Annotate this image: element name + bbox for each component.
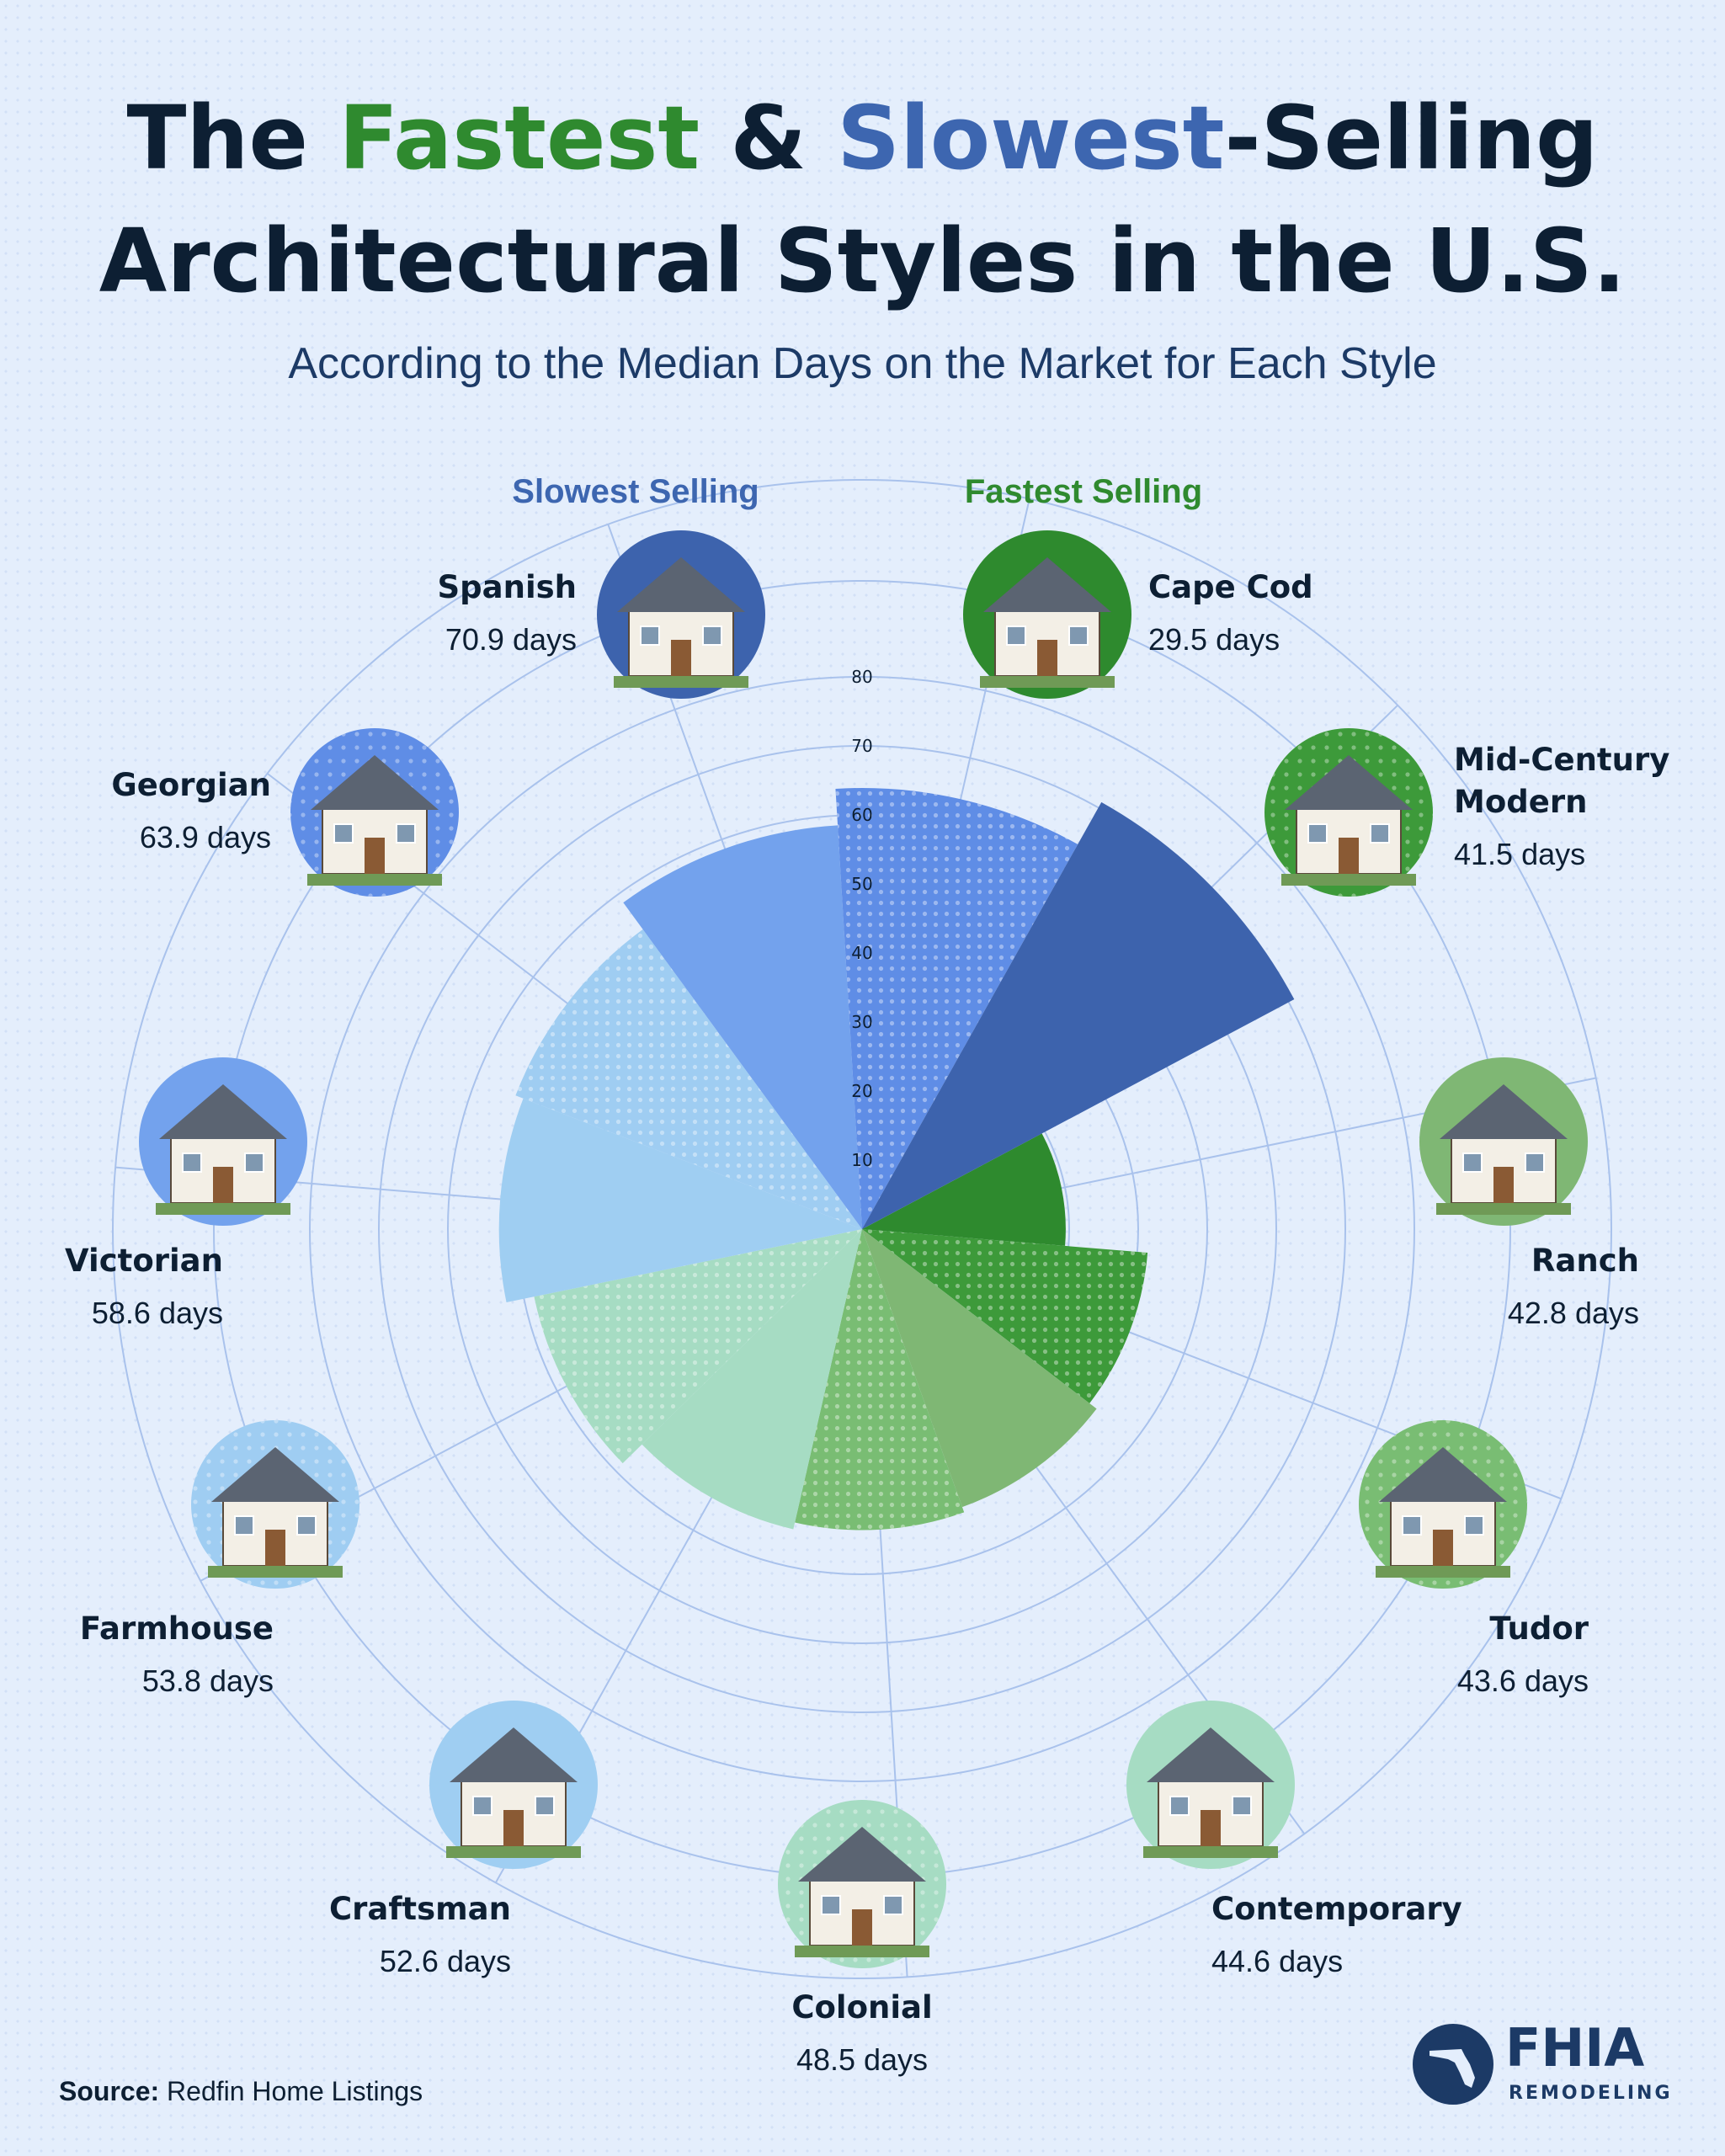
bar-cape-cod [862,1133,1066,1246]
source-label: Source: [59,2076,160,2106]
bar-pattern-farmhouse [515,929,862,1229]
spanish-house-icon [597,530,765,699]
craftsman-house-icon [429,1701,598,1869]
grid-ring-70 [378,745,1346,1713]
bar-craftsman [498,1098,862,1302]
georgian-house-icon [290,728,459,897]
bar-pattern-colonial [534,1229,862,1464]
bar-spanish [862,801,1295,1229]
georgian-name: Georgian [111,767,271,803]
tudor-house-icon [1359,1420,1527,1589]
victorian-name: Victorian [65,1243,223,1279]
craftsman-name: Craftsman [329,1891,511,1927]
bar-pattern-tudor [795,1229,965,1530]
tick-label-80: 80 [851,667,872,687]
title-suffix: -Selling [1224,87,1599,189]
ranch-house-icon [1419,1057,1588,1226]
contemporary-days: 44.6 days [1211,1944,1343,1978]
bar-victorian [623,825,862,1229]
bar-pattern-georgian [835,788,1078,1229]
fhia-logo: FHIA REMODELING [1411,2022,1689,2115]
category-labels: Cape Cod 29.5 days Mid-Century Modern 41.5 d… [65,569,1669,2077]
spanish-days: 70.9 days [445,622,577,657]
title-line-1: The Fastest & Slowest-Selling [0,94,1725,182]
bars [498,788,1295,1530]
cape-cod-days: 29.5 days [1148,622,1280,657]
subtitle: According to the Median Days on the Mark… [288,339,1437,388]
outer-ring-1 [112,479,1612,1979]
tick-label-70: 70 [851,736,872,756]
florida-logo-icon [1413,2024,1493,2105]
title-line-2: Architectural Styles in the U.S. [98,210,1627,312]
ranch-days: 42.8 days [1508,1296,1639,1330]
tudor-days: 43.6 days [1457,1664,1589,1698]
craftsman-days: 52.6 days [380,1944,511,1978]
victorian-house-icon [139,1057,307,1226]
logo-tagline: REMODELING [1509,2083,1673,2104]
cape-cod-name: Cape Cod [1148,569,1313,605]
mid-century-modern-house-icon [1264,728,1433,897]
ranch-name: Ranch [1531,1243,1639,1279]
tick-label-60: 60 [851,805,872,825]
tick-label-50: 50 [851,874,872,894]
bar-ranch [862,1229,1097,1508]
title-fastest: Fastest [338,87,700,189]
bar-pattern-mid-century-modern [862,1229,1148,1403]
grid-ring-80 [309,676,1415,1782]
title-prefix: The [126,87,339,189]
farmhouse-house-icon [191,1420,359,1589]
tick-label-40: 40 [851,943,872,963]
bar-contemporary [642,1229,862,1530]
georgian-days: 63.9 days [140,820,271,854]
mid-century-modern-name: Mid-Century Modern [1454,742,1669,820]
source-note: Source: Redfin Home Listings [59,2076,423,2107]
house-photos [139,530,1588,1968]
mid-century-modern-days: 41.5 days [1454,837,1585,871]
spanish-name: Spanish [438,569,578,605]
tick-label-30: 30 [851,1012,872,1032]
farmhouse-days: 53.8 days [142,1664,274,1698]
tudor-name: Tudor [1489,1610,1589,1647]
group-label-fastest: Fastest Selling [965,473,1202,510]
source-text: Redfin Home Listings [159,2076,423,2106]
contemporary-house-icon [1126,1701,1295,1869]
farmhouse-name: Farmhouse [80,1610,274,1647]
logo-name: FHIA [1505,2017,1645,2079]
colonial-days: 48.5 days [796,2042,928,2077]
group-label-slowest: Slowest Selling [512,473,759,510]
contemporary-name: Contemporary [1211,1891,1462,1927]
cape-cod-house-icon [963,530,1131,699]
colonial-house-icon [778,1800,946,1968]
colonial-name: Colonial [791,1989,932,2026]
tick-label-10: 10 [851,1150,872,1170]
title-amp: & [700,87,838,189]
radial-tick-labels: 10 20 30 40 50 60 70 80 [851,667,872,1170]
tick-label-20: 20 [851,1081,872,1101]
title-slowest: Slowest [837,87,1225,189]
victorian-days: 58.6 days [92,1296,223,1330]
